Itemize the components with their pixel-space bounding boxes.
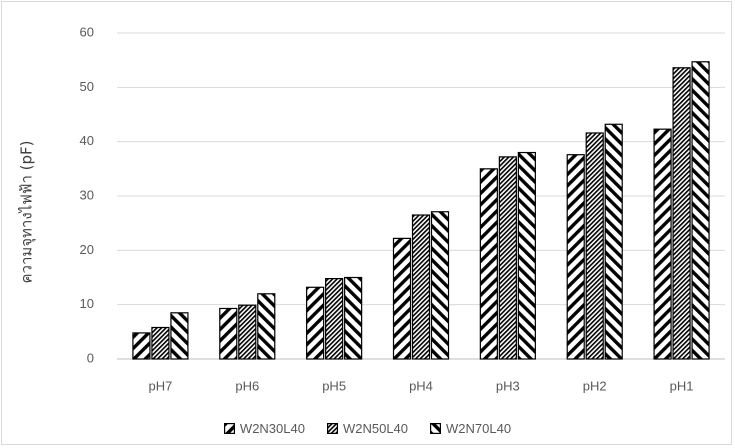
bar-W2N70L40-pH6 [257, 293, 276, 360]
y-tick-label: 10 [80, 296, 94, 311]
legend-item: W2N30L40 [223, 420, 305, 436]
x-tick-label: pH3 [496, 378, 520, 393]
x-tick-label: pH2 [583, 378, 607, 393]
x-tick-label: pH1 [670, 378, 694, 393]
bar-W2N70L40-pH7 [170, 312, 189, 360]
y-axis-title: ความจุทางไฟฟ้า (pF) [18, 140, 37, 283]
x-tick-label: pH5 [322, 378, 346, 393]
legend-swatch [223, 422, 235, 434]
x-tick-label: pH6 [235, 378, 259, 393]
bar-W2N50L40-pH5 [325, 277, 344, 360]
x-axis-ticks: pH7 pH6 pH5 pH4 pH3 pH2 pH1 [148, 378, 693, 393]
bar-W2N70L40-pH5 [344, 276, 363, 360]
bar-W2N30L40-pH2 [566, 154, 585, 360]
bar-W2N70L40-pH4 [430, 211, 450, 360]
bar-W2N50L40-pH4 [411, 214, 431, 360]
y-tick-label: 60 [80, 24, 94, 39]
legend: W2N30L40 W2N50L40 W2N70L40 [2, 417, 733, 439]
bar-W2N30L40-pH6 [219, 307, 238, 360]
bar-W2N50L40-pH1 [672, 67, 691, 360]
x-tick-label: pH7 [148, 378, 172, 393]
x-tick-label: pH4 [409, 378, 433, 393]
bar-W2N30L40-pH3 [479, 168, 498, 360]
bar-W2N50L40-pH7 [151, 326, 170, 360]
bar-W2N70L40-pH3 [517, 151, 536, 360]
legend-item: W2N70L40 [430, 421, 511, 436]
y-tick-label: 40 [80, 133, 94, 148]
y-tick-label: 0 [87, 350, 94, 365]
bar-W2N50L40-pH6 [238, 304, 257, 360]
bar-W2N30L40-pH4 [392, 237, 412, 360]
bar-W2N30L40-pH1 [653, 128, 672, 360]
bar-W2N30L40-pH5 [306, 286, 325, 360]
legend-label: W2N30L40 [239, 420, 305, 436]
legend-item: W2N50L40 [326, 420, 409, 436]
bars [132, 61, 710, 360]
legend-swatch [326, 422, 338, 434]
y-tick-label: 30 [80, 187, 94, 202]
bar-W2N70L40-pH2 [604, 123, 623, 360]
legend-label: W2N50L40 [342, 420, 409, 436]
y-tick-label: 20 [80, 242, 94, 257]
bar-W2N30L40-pH7 [132, 332, 151, 360]
y-tick-label: 50 [80, 79, 94, 94]
bar-W2N50L40-pH2 [585, 132, 604, 360]
legend-label: W2N70L40 [446, 420, 512, 436]
bar-W2N70L40-pH1 [691, 61, 710, 360]
bar-W2N50L40-pH3 [498, 156, 517, 360]
y-axis-ticks: 0 10 20 30 40 50 60 [80, 24, 94, 365]
legend-swatch [430, 422, 442, 434]
